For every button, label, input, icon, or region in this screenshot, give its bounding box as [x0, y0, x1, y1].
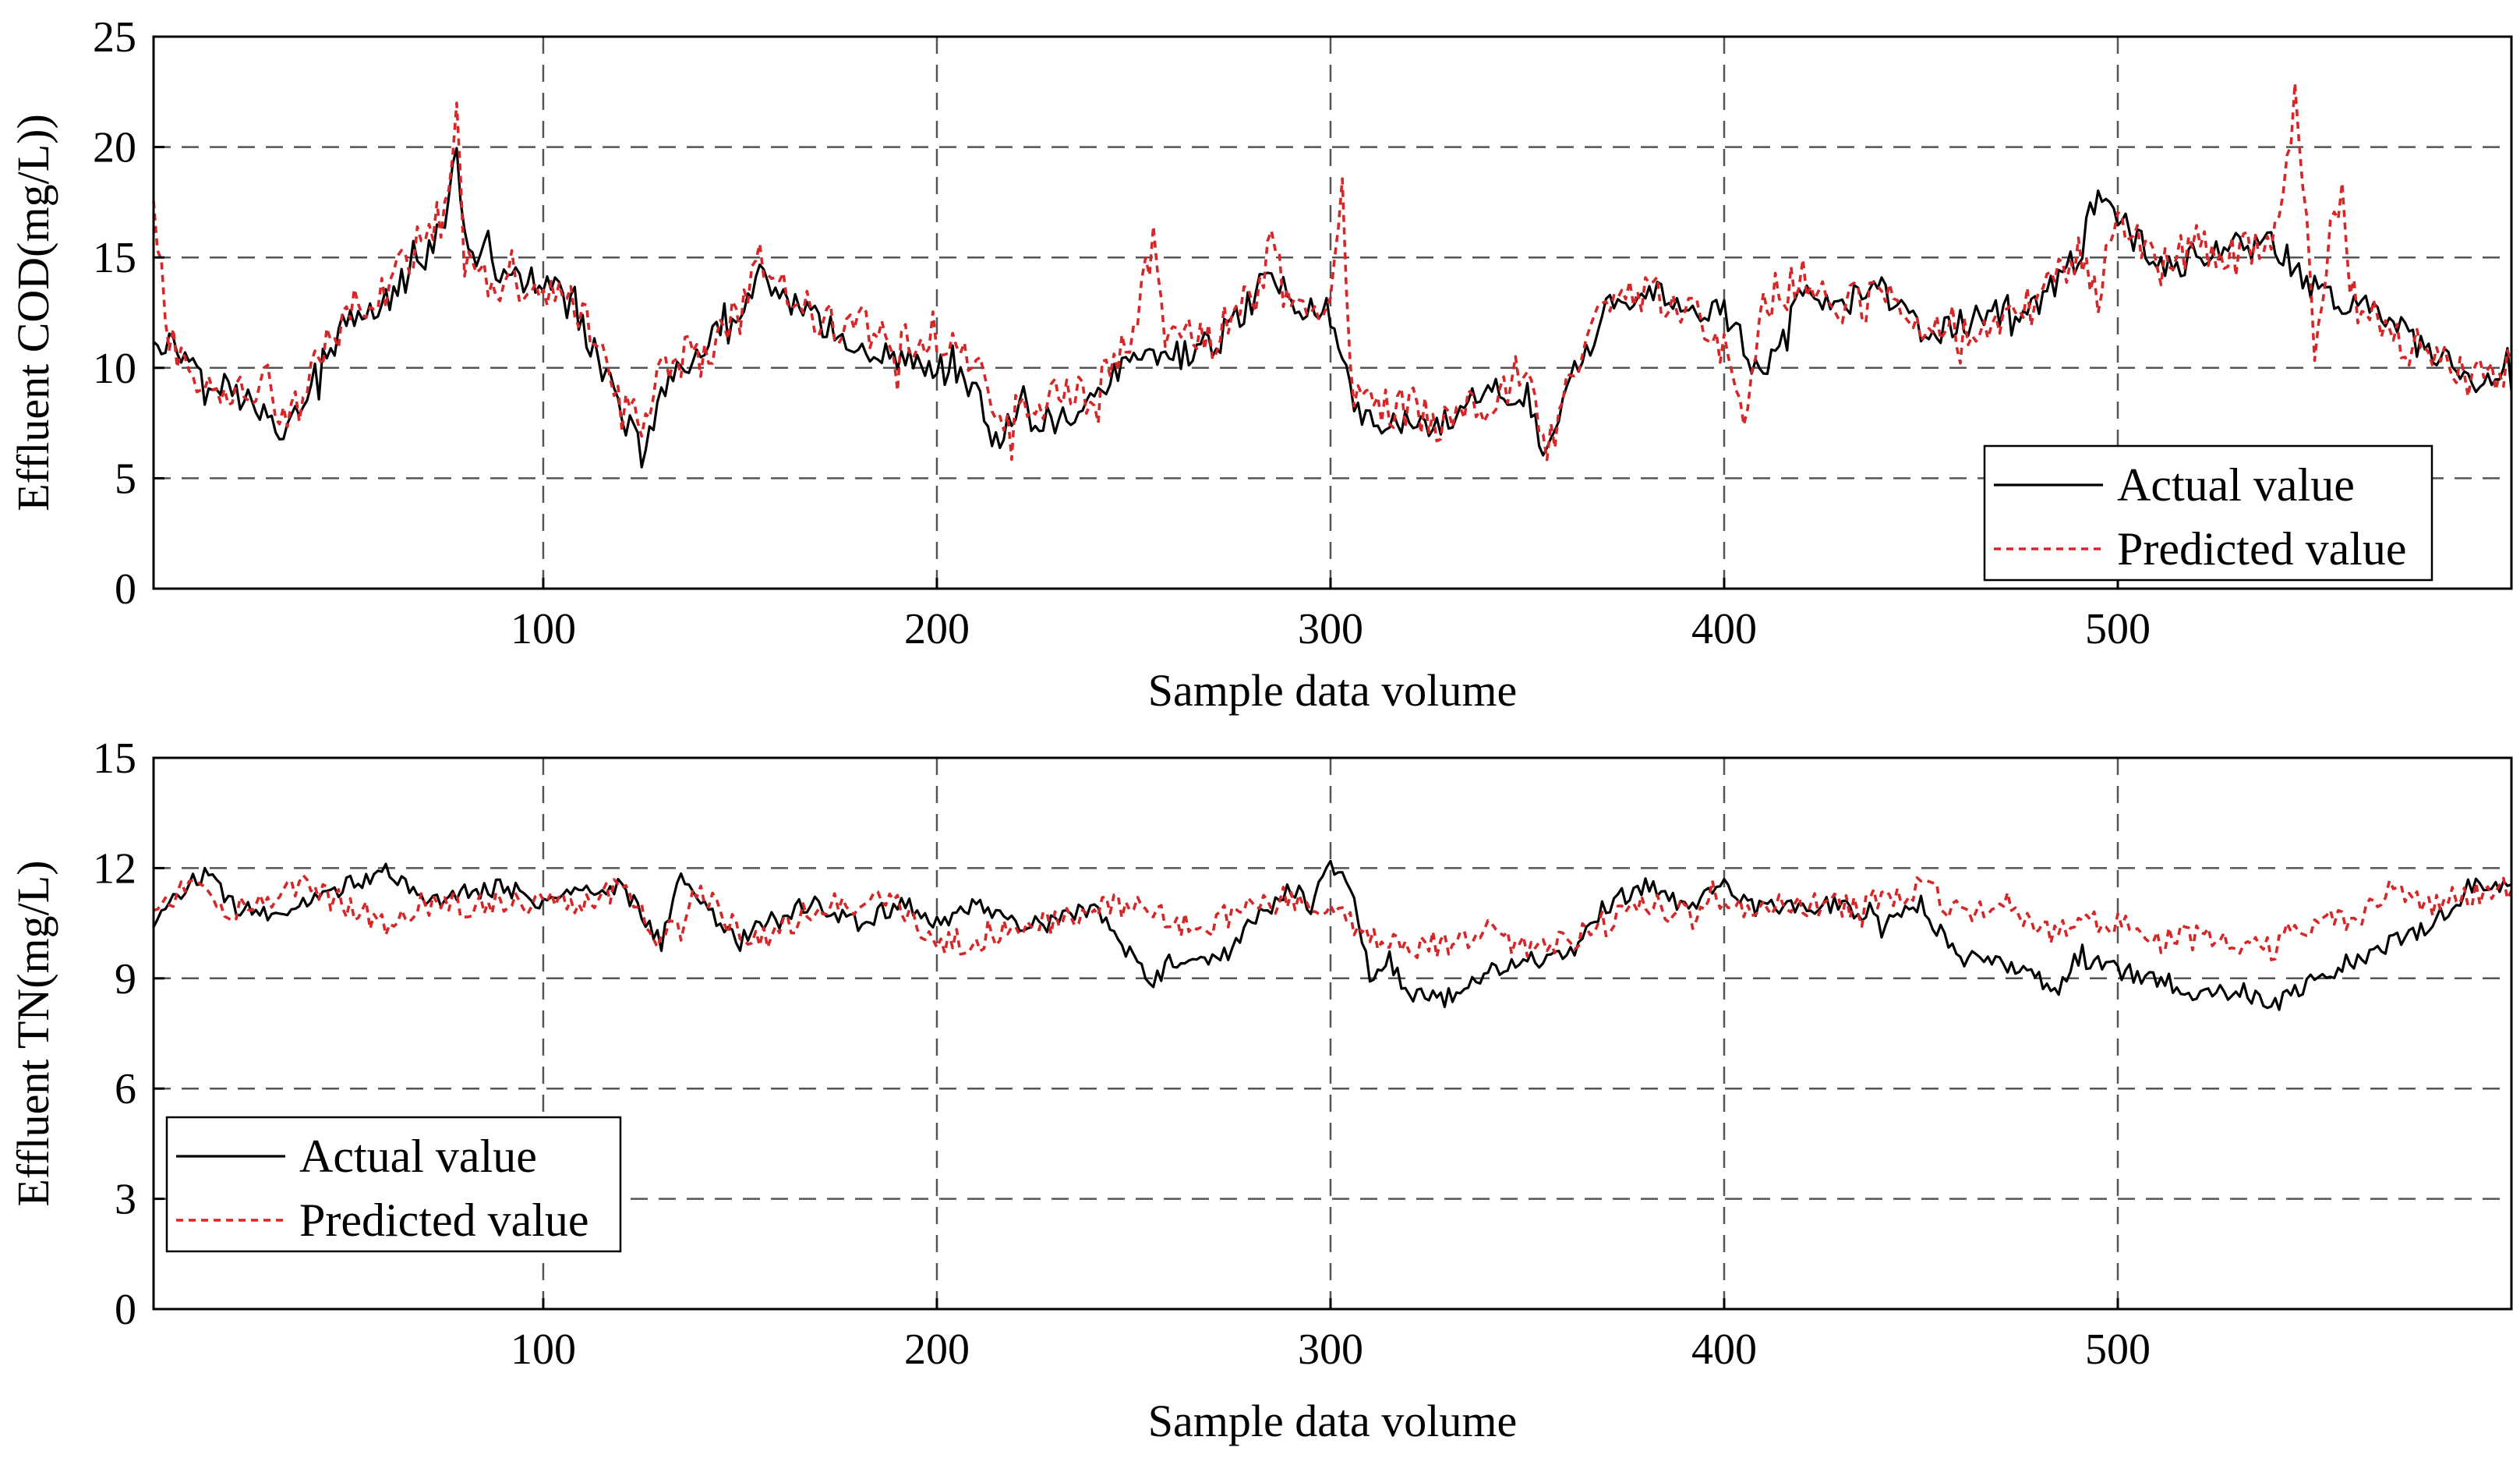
- tn-y-tick-label-9: 9: [115, 955, 136, 1003]
- cod-y-tick-label-0: 0: [115, 565, 136, 614]
- tn-y-ticks: 0 3 6 9 12 15: [93, 734, 164, 1334]
- tn-y-tick-label-12: 12: [93, 844, 136, 893]
- cod-y-tick-label-10: 10: [93, 345, 136, 393]
- tn-legend-box: [165, 1116, 622, 1253]
- tn-y-tick-label-6: 6: [115, 1065, 136, 1113]
- tn-x-tick-label-400: 400: [1691, 1325, 1757, 1374]
- tn-legend: Actual value Predicted value: [165, 1116, 622, 1253]
- cod-series: [152, 82, 2513, 469]
- cod-x-axis-label: Sample data volume: [1148, 665, 1518, 716]
- cod-x-ticks: 100 200 300 400 500: [511, 578, 2151, 653]
- cod-x-tick-label-500: 500: [2085, 605, 2151, 653]
- cod-x-tick-label-200: 200: [904, 605, 970, 653]
- tn-series-actual-line: [152, 859, 2512, 1011]
- tn-x-ticks: 100 200 300 400 500: [511, 1298, 2151, 1374]
- tn-y-tick-label-3: 3: [115, 1176, 136, 1224]
- tn-series-predicted-line: [153, 873, 2513, 961]
- tn-plot-frame: [152, 756, 2513, 1311]
- cod-y-tick-label-15: 15: [93, 234, 136, 282]
- cod-legend-predicted-label: Predicted value: [2117, 523, 2407, 575]
- tn-y-tick-label-15: 15: [93, 734, 136, 783]
- cod-y-axis-label: Effluent COD(mg/L)): [8, 114, 58, 511]
- cod-series-actual-line: [152, 147, 2513, 469]
- cod-x-tick-label-400: 400: [1691, 605, 1757, 653]
- cod-plot-frame: [152, 35, 2513, 590]
- tn-legend-actual-label: Actual value: [299, 1131, 537, 1182]
- cod-grid: [154, 37, 2511, 589]
- cod-legend-actual-label: Actual value: [2117, 459, 2355, 511]
- tn-y-tick-label-0: 0: [115, 1286, 136, 1334]
- tn-legend-predicted-label: Predicted value: [299, 1194, 589, 1246]
- tn-x-tick-label-200: 200: [904, 1325, 970, 1374]
- cod-y-tick-label-5: 5: [115, 455, 136, 503]
- cod-y-tick-label-20: 20: [93, 124, 136, 172]
- tn-chart: 0 3 6 9 12 15 100 200 300 400 500 Sample data vol…: [8, 734, 2513, 1446]
- tn-x-tick-label-300: 300: [1298, 1325, 1363, 1374]
- tn-x-axis-label: Sample data volume: [1148, 1396, 1518, 1446]
- tn-x-tick-label-100: 100: [511, 1325, 576, 1374]
- cod-legend: Actual value Predicted value: [1983, 444, 2433, 582]
- cod-series-predicted-line: [152, 82, 2513, 462]
- cod-x-tick-label-300: 300: [1298, 605, 1363, 653]
- cod-legend-box: [1983, 444, 2433, 582]
- tn-x-tick-label-500: 500: [2085, 1325, 2151, 1374]
- cod-y-tick-label-25: 25: [93, 13, 136, 62]
- cod-y-ticks: 0 5 10 15 20 25: [93, 13, 164, 614]
- cod-x-tick-label-100: 100: [511, 605, 576, 653]
- tn-series: [152, 859, 2513, 1011]
- tn-y-axis-label: Effluent TN(mg/L): [8, 860, 58, 1206]
